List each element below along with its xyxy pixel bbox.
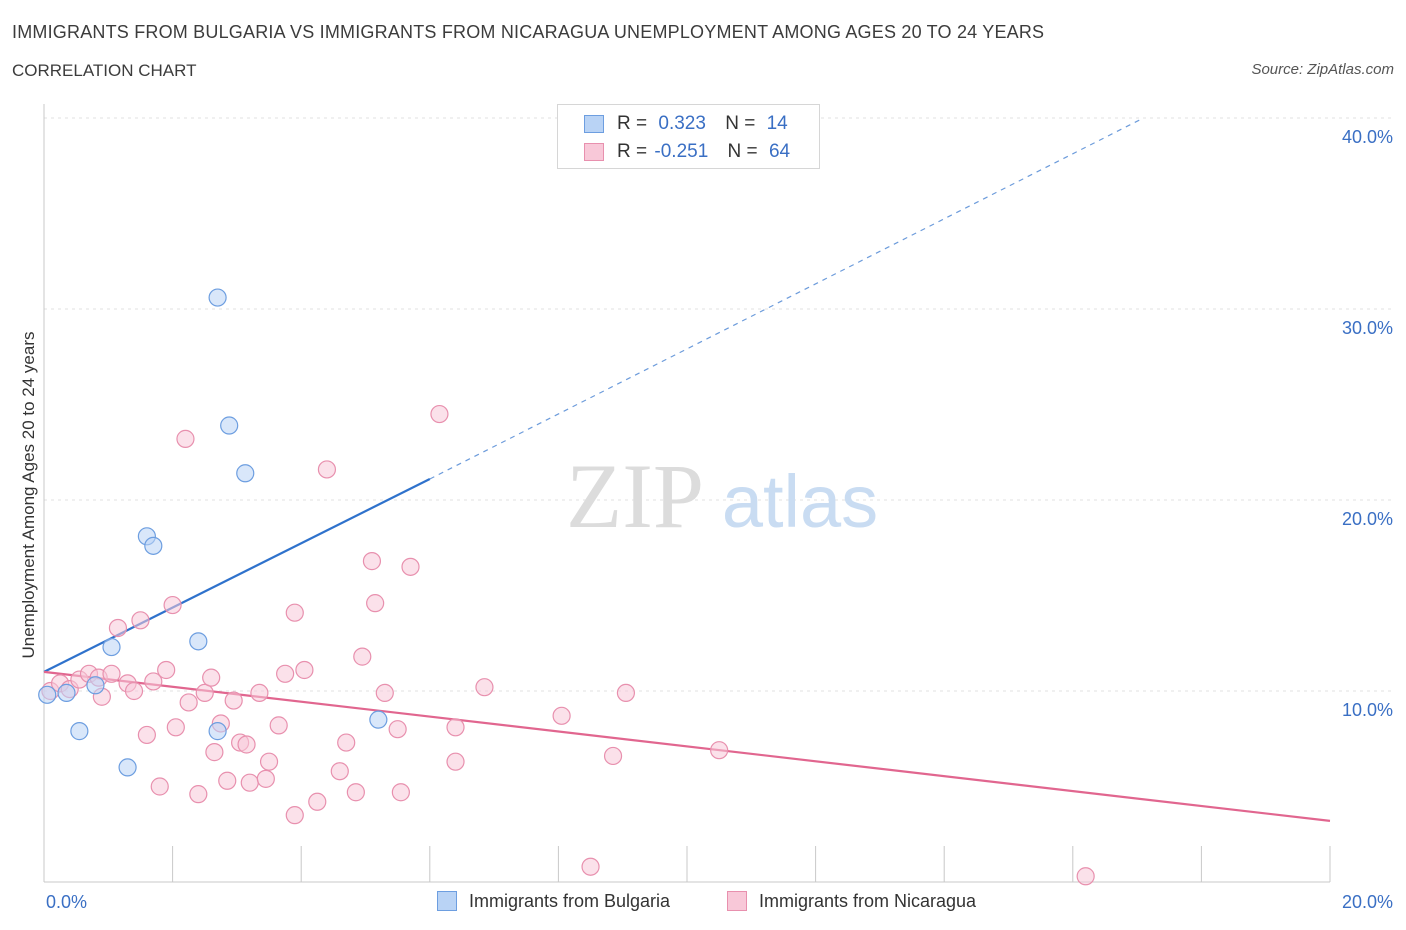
nicaragua-point bbox=[276, 664, 295, 683]
gridlines bbox=[44, 117, 1395, 692]
legend-r-label: R = bbox=[617, 113, 648, 134]
bulgaria-point bbox=[102, 637, 121, 657]
nicaragua-point bbox=[195, 683, 214, 703]
bulgaria-point bbox=[208, 288, 227, 307]
chart-subtitle: CORRELATION CHART bbox=[12, 61, 197, 80]
nicaragua-point bbox=[256, 769, 275, 788]
bulgaria-point bbox=[189, 632, 208, 651]
nicaragua-point bbox=[446, 718, 465, 737]
nicaragua-point bbox=[224, 691, 243, 710]
nicaragua-point bbox=[163, 595, 182, 615]
bottom-legend-label-bulgaria: Immigrants from Bulgaria bbox=[469, 891, 671, 911]
legend-n-label: N = bbox=[727, 141, 758, 162]
y-tick-label: 20.0% bbox=[1342, 509, 1393, 529]
legend-r-value-bulgaria: 0.323 bbox=[658, 113, 706, 134]
legend-swatch-nicaragua bbox=[584, 143, 604, 161]
bottom-swatch-bulgaria bbox=[437, 891, 457, 911]
chart-title: IMMIGRANTS FROM BULGARIA VS IMMIGRANTS F… bbox=[12, 22, 1045, 42]
bulgaria-point bbox=[144, 536, 163, 555]
bulgaria-point bbox=[236, 464, 255, 483]
nicaragua-point bbox=[1076, 867, 1095, 886]
nicaragua-point bbox=[581, 857, 600, 876]
nicaragua-point bbox=[616, 683, 636, 703]
nicaragua-point bbox=[166, 718, 185, 737]
nicaragua-point bbox=[388, 720, 407, 739]
nicaragua-point bbox=[202, 668, 221, 687]
nicaragua-point bbox=[430, 404, 449, 424]
nicaragua-point bbox=[189, 785, 208, 804]
nicaragua-point bbox=[102, 664, 121, 683]
nicaragua-point bbox=[179, 693, 198, 712]
y-axis-label: Unemployment Among Ages 20 to 24 years bbox=[19, 331, 38, 659]
x-tick-label: 20.0% bbox=[1342, 892, 1393, 912]
bulgaria-point bbox=[208, 722, 227, 741]
bulgaria-trend-extension bbox=[429, 117, 1144, 480]
bulgaria-point bbox=[118, 758, 137, 777]
bulgaria-point bbox=[220, 416, 239, 435]
nicaragua-point bbox=[108, 618, 128, 638]
nicaragua-point bbox=[446, 752, 465, 771]
legend-swatch-bulgaria bbox=[584, 115, 604, 133]
nicaragua-point bbox=[710, 741, 729, 760]
bulgaria-trend-line bbox=[43, 478, 431, 673]
x-tick-label: 0.0% bbox=[46, 892, 87, 912]
data-points bbox=[38, 288, 1095, 886]
legend-n-value-nicaragua: 64 bbox=[768, 141, 791, 162]
nicaragua-point bbox=[240, 773, 259, 792]
bulgaria-point bbox=[57, 683, 76, 703]
nicaragua-point bbox=[250, 683, 269, 703]
bulgaria-point bbox=[86, 676, 105, 695]
nicaragua-point bbox=[295, 660, 314, 680]
nicaragua-point bbox=[237, 735, 256, 754]
axes bbox=[43, 104, 1331, 883]
watermark: ZIP atlas bbox=[566, 445, 878, 547]
tick-labels: 10.0% 20.0% 30.0% 40.0% 0.0% 20.0% bbox=[46, 127, 1393, 912]
nicaragua-point bbox=[137, 725, 156, 745]
nicaragua-point bbox=[205, 743, 224, 762]
nicaragua-point bbox=[375, 683, 394, 703]
legend-r-label: R = bbox=[617, 141, 648, 162]
bulgaria-point bbox=[38, 685, 57, 704]
nicaragua-point bbox=[218, 771, 237, 790]
nicaragua-point bbox=[308, 792, 327, 811]
bottom-swatch-nicaragua bbox=[727, 891, 747, 911]
nicaragua-point bbox=[366, 594, 385, 613]
source-credit: Source: ZipAtlas.com bbox=[1251, 61, 1394, 78]
y-tick-label: 30.0% bbox=[1342, 318, 1393, 338]
nicaragua-point bbox=[391, 783, 410, 802]
nicaragua-point bbox=[131, 611, 150, 630]
nicaragua-point bbox=[157, 660, 176, 680]
bulgaria-point bbox=[369, 710, 388, 729]
nicaragua-point bbox=[337, 733, 356, 752]
nicaragua-point bbox=[475, 678, 494, 697]
legend-r-value-nicaragua: -0.251 bbox=[654, 141, 709, 162]
nicaragua-point bbox=[330, 762, 349, 781]
nicaragua-point bbox=[285, 806, 304, 825]
nicaragua-point bbox=[401, 557, 420, 576]
correlation-legend: R = 0.323 N = 14 R = -0.251 N = 64 bbox=[557, 104, 820, 169]
nicaragua-point bbox=[269, 716, 288, 735]
nicaragua-point bbox=[603, 746, 623, 766]
watermark-atlas: atlas bbox=[722, 460, 878, 543]
nicaragua-point bbox=[124, 681, 144, 701]
nicaragua-point bbox=[317, 460, 337, 479]
nicaragua-point bbox=[285, 603, 304, 622]
nicaragua-point bbox=[176, 429, 195, 448]
nicaragua-point bbox=[259, 752, 279, 771]
legend-n-label: N = bbox=[725, 113, 756, 134]
nicaragua-point bbox=[552, 706, 571, 725]
bottom-legend-label-nicaragua: Immigrants from Nicaragua bbox=[759, 891, 977, 911]
y-tick-label: 40.0% bbox=[1342, 127, 1393, 147]
nicaragua-point bbox=[353, 647, 372, 666]
legend-n-value-bulgaria: 14 bbox=[766, 113, 788, 134]
y-tick-label: 10.0% bbox=[1342, 700, 1393, 720]
nicaragua-point bbox=[144, 672, 163, 691]
watermark-zip: ZIP bbox=[566, 445, 704, 547]
nicaragua-point bbox=[150, 777, 169, 796]
nicaragua-point bbox=[362, 552, 382, 571]
nicaragua-point bbox=[346, 783, 365, 802]
bulgaria-point bbox=[70, 722, 89, 741]
